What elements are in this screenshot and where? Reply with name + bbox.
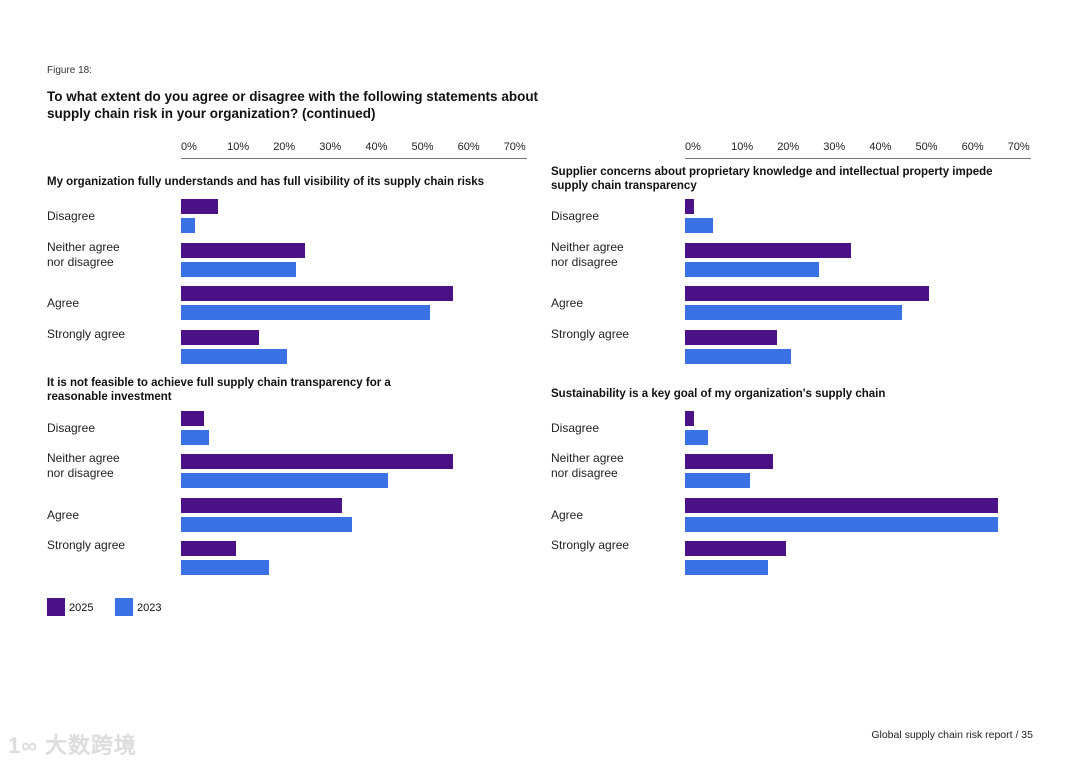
x-tick-label: 10% bbox=[731, 141, 754, 153]
x-axis bbox=[685, 139, 1031, 159]
legend-label-2025: 2025 bbox=[69, 602, 94, 614]
bar-2023 bbox=[181, 349, 288, 365]
category-label: Disagree bbox=[551, 421, 600, 435]
bar-2025 bbox=[181, 330, 260, 346]
bar-2025 bbox=[181, 286, 453, 302]
category-label: Agree bbox=[551, 296, 584, 311]
category-label: Strongly agree bbox=[551, 537, 630, 552]
bar-2025 bbox=[181, 411, 205, 426]
x-tick-label: 50% bbox=[915, 141, 938, 153]
category-label: Strongly agree bbox=[47, 327, 126, 342]
category-label: Disagree bbox=[551, 209, 600, 223]
category-label: Strongly agree bbox=[47, 537, 126, 552]
category-label: Agree bbox=[47, 507, 80, 522]
bar-2025 bbox=[685, 411, 695, 426]
x-tick-label: 0% bbox=[685, 141, 701, 153]
bar-2023 bbox=[685, 305, 902, 321]
bar-2023 bbox=[181, 559, 269, 575]
legend-label-2023: 2023 bbox=[137, 602, 162, 614]
category-label: Disagree bbox=[47, 209, 96, 223]
category-label: Neither agree nor disagree bbox=[551, 239, 624, 269]
category-label: Disagree bbox=[47, 421, 96, 435]
x-tick-label: 50% bbox=[411, 141, 434, 153]
footer: Global supply chain risk report / 35 bbox=[871, 729, 1033, 741]
x-tick-label: 40% bbox=[869, 141, 892, 153]
bar-2025 bbox=[685, 540, 787, 556]
bar-2023 bbox=[685, 559, 768, 575]
bar-2025 bbox=[685, 497, 999, 513]
x-tick-label: 20% bbox=[273, 141, 296, 153]
x-tick-label: 70% bbox=[1007, 141, 1030, 153]
bar-2025 bbox=[181, 540, 237, 556]
category-label: Neither agree nor disagree bbox=[47, 451, 120, 481]
category-label: Agree bbox=[551, 507, 584, 522]
bar-2023 bbox=[181, 430, 209, 445]
bar-2025 bbox=[685, 454, 773, 470]
x-tick-label: 70% bbox=[503, 141, 526, 153]
x-tick-label: 60% bbox=[457, 141, 480, 153]
bar-2023 bbox=[685, 473, 750, 489]
bar-2025 bbox=[181, 497, 343, 513]
bar-2025 bbox=[685, 286, 930, 302]
bar-2023 bbox=[685, 261, 819, 277]
chart-subtitle: My organization fully understands and ha… bbox=[47, 176, 485, 188]
figure-label: Figure 18: bbox=[47, 65, 93, 76]
bar-2023 bbox=[685, 218, 713, 233]
bar-2023 bbox=[685, 516, 999, 532]
x-axis bbox=[181, 139, 527, 159]
category-label: Neither agree nor disagree bbox=[551, 451, 624, 481]
bar-2025 bbox=[181, 199, 218, 214]
category-label: Strongly agree bbox=[551, 327, 630, 342]
legend-swatch-2025 bbox=[47, 598, 65, 616]
chart-subtitle: It is not feasible to achieve full suppl… bbox=[47, 377, 391, 403]
bar-2023 bbox=[181, 261, 297, 277]
x-tick-label: 10% bbox=[227, 141, 250, 153]
category-label: Neither agree nor disagree bbox=[47, 239, 120, 269]
chart-subtitle: Sustainability is a key goal of my organ… bbox=[551, 388, 886, 400]
x-tick-label: 20% bbox=[777, 141, 800, 153]
x-tick-label: 40% bbox=[365, 141, 388, 153]
bar-2023 bbox=[181, 473, 389, 489]
x-tick-label: 60% bbox=[961, 141, 984, 153]
bar-2025 bbox=[685, 199, 695, 214]
x-tick-label: 30% bbox=[823, 141, 846, 153]
bar-2023 bbox=[181, 305, 430, 321]
bar-2023 bbox=[181, 218, 195, 233]
bar-2025 bbox=[181, 242, 306, 258]
bar-2025 bbox=[685, 330, 778, 346]
bar-2025 bbox=[181, 454, 453, 470]
watermark: 1∞ 大数跨境 bbox=[8, 733, 138, 758]
chart-title: To what extent do you agree or disagree … bbox=[47, 89, 539, 121]
category-label: Agree bbox=[47, 296, 80, 311]
bar-2023 bbox=[685, 430, 709, 445]
bar-2023 bbox=[685, 349, 792, 365]
x-tick-label: 0% bbox=[181, 141, 197, 153]
bar-2023 bbox=[181, 516, 352, 532]
x-tick-label: 30% bbox=[319, 141, 342, 153]
chart-subtitle: Supplier concerns about proprietary know… bbox=[551, 166, 993, 192]
legend-swatch-2023 bbox=[115, 598, 133, 616]
bar-2025 bbox=[685, 242, 851, 258]
